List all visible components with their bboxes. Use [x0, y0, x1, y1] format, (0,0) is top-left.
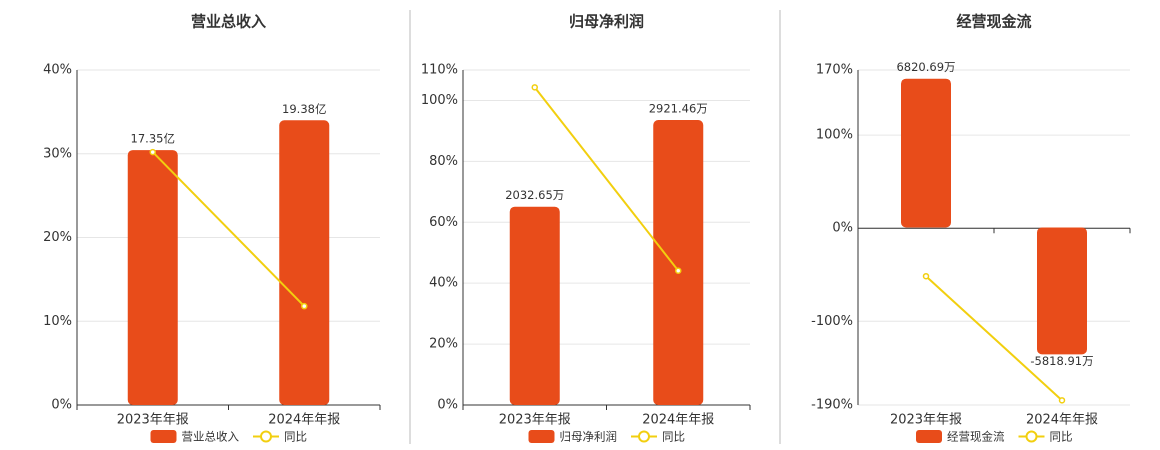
bar — [509, 206, 560, 405]
y-tick-label: 10% — [43, 314, 72, 329]
legend-label: 同比 — [1050, 430, 1073, 444]
line-point — [675, 267, 682, 274]
legend-swatch — [150, 430, 177, 443]
data-label: -5818.91万 — [1030, 354, 1093, 368]
y-tick-label: 100% — [421, 93, 458, 108]
bar — [279, 120, 330, 405]
y-tick-label: 20% — [429, 337, 458, 352]
y-tick-label: 30% — [43, 146, 72, 161]
y-tick-label: 100% — [816, 128, 853, 143]
y-tick-label: 0% — [51, 398, 72, 413]
x-tick-label: 2024年年报 — [1026, 413, 1098, 428]
bar — [127, 150, 178, 405]
line — [152, 151, 305, 307]
legend-label: 经营现金流 — [947, 430, 1005, 444]
legend-label: 同比 — [662, 430, 685, 444]
line-point — [149, 148, 156, 156]
chart-title: 归母净利润 — [569, 13, 644, 31]
line-point — [301, 302, 308, 310]
line-point — [531, 84, 538, 91]
line — [925, 275, 1063, 402]
line-point — [1058, 397, 1066, 404]
legend-swatch — [528, 430, 555, 443]
x-tick-label: 2023年年报 — [117, 413, 189, 428]
legend-label: 营业总收入 — [182, 430, 240, 444]
y-tick-label: -190% — [811, 398, 853, 413]
data-label: 19.38亿 — [282, 102, 326, 116]
y-tick-label: 60% — [429, 215, 458, 230]
y-tick-label: 40% — [43, 63, 72, 78]
x-tick-label: 2023年年报 — [890, 413, 962, 428]
legend-swatch — [1025, 430, 1038, 443]
legend-swatch — [916, 430, 942, 443]
line — [533, 86, 680, 272]
chart-title: 营业总收入 — [191, 13, 266, 31]
y-tick-label: 170% — [816, 63, 853, 78]
legend-swatch — [638, 430, 650, 443]
data-label: 2921.46万 — [649, 102, 708, 116]
bar — [1037, 227, 1087, 355]
legend-label: 归母净利润 — [560, 430, 618, 444]
x-tick-label: 2023年年报 — [499, 413, 571, 428]
y-tick-label: 80% — [429, 154, 458, 169]
y-tick-label: 0% — [437, 398, 458, 413]
data-label: 17.35亿 — [131, 132, 175, 146]
data-label: 2032.65万 — [505, 188, 564, 202]
y-tick-label: 0% — [832, 221, 853, 236]
y-tick-label: 40% — [429, 276, 458, 291]
legend-label: 同比 — [284, 430, 307, 444]
line-point — [922, 272, 930, 280]
legend-swatch — [260, 430, 272, 443]
data-label: 6820.69万 — [896, 60, 955, 74]
y-tick-label: -100% — [811, 314, 853, 329]
x-tick-label: 2024年年报 — [642, 413, 714, 428]
chart-title: 经营现金流 — [956, 13, 1031, 31]
y-tick-label: 110% — [421, 63, 458, 78]
y-tick-label: 20% — [43, 230, 72, 245]
bar — [901, 78, 951, 228]
x-tick-label: 2024年年报 — [268, 413, 340, 428]
bar — [653, 120, 704, 406]
